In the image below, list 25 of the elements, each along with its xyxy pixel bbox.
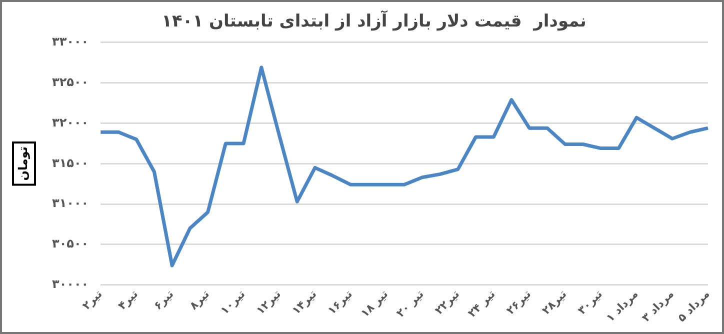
y-tick-label: ۳۱۰۰۰ xyxy=(52,196,89,210)
y-tick-label: ۳۱۵۰۰ xyxy=(52,156,89,170)
y-tick-label: ۳۳۰۰۰ xyxy=(52,34,89,49)
x-tick-label: تیر۱۰ xyxy=(218,288,248,318)
x-tick-label: تیر۸ xyxy=(187,288,212,312)
x-tick-label: تیر۲۶ xyxy=(504,288,534,318)
x-tick-label: تیر ۱۸ xyxy=(358,288,391,320)
x-tick-label: تیر۱۴ xyxy=(290,288,320,318)
x-tick-label: تیر۱۲ xyxy=(254,288,284,318)
y-tick-label: ۳۲۵۰۰ xyxy=(52,74,89,89)
x-tick-label: تیر۱۶ xyxy=(325,288,355,318)
x-tick-label: مرداد ۳ xyxy=(639,288,676,324)
x-tick-label: تیر ۲۰ xyxy=(394,288,426,320)
y-tick-label: ۳۰۵۰۰ xyxy=(52,236,89,251)
x-tick-label: تیر۴ xyxy=(116,288,140,312)
x-tick-label: تیر ۲۴ xyxy=(465,288,498,320)
y-tick-label: ۳۲۰۰۰ xyxy=(52,115,89,130)
y-axis-title: تومان xyxy=(16,146,30,181)
x-tick-label: تیر۲۸ xyxy=(540,288,570,318)
x-tick-label: تیر۲۲ xyxy=(432,288,462,318)
x-tick-label: تیر۳۰ xyxy=(575,288,605,318)
chart-title: نمودار قیمت دلار بازار آزاد از ابتدای تابستان ۱۴۰۱ xyxy=(162,10,586,32)
x-tick-label: تیر۶ xyxy=(151,288,176,312)
x-tick-label: مرداد ۵ xyxy=(675,288,712,324)
x-tick-label: مرداد ۱ xyxy=(604,288,641,324)
